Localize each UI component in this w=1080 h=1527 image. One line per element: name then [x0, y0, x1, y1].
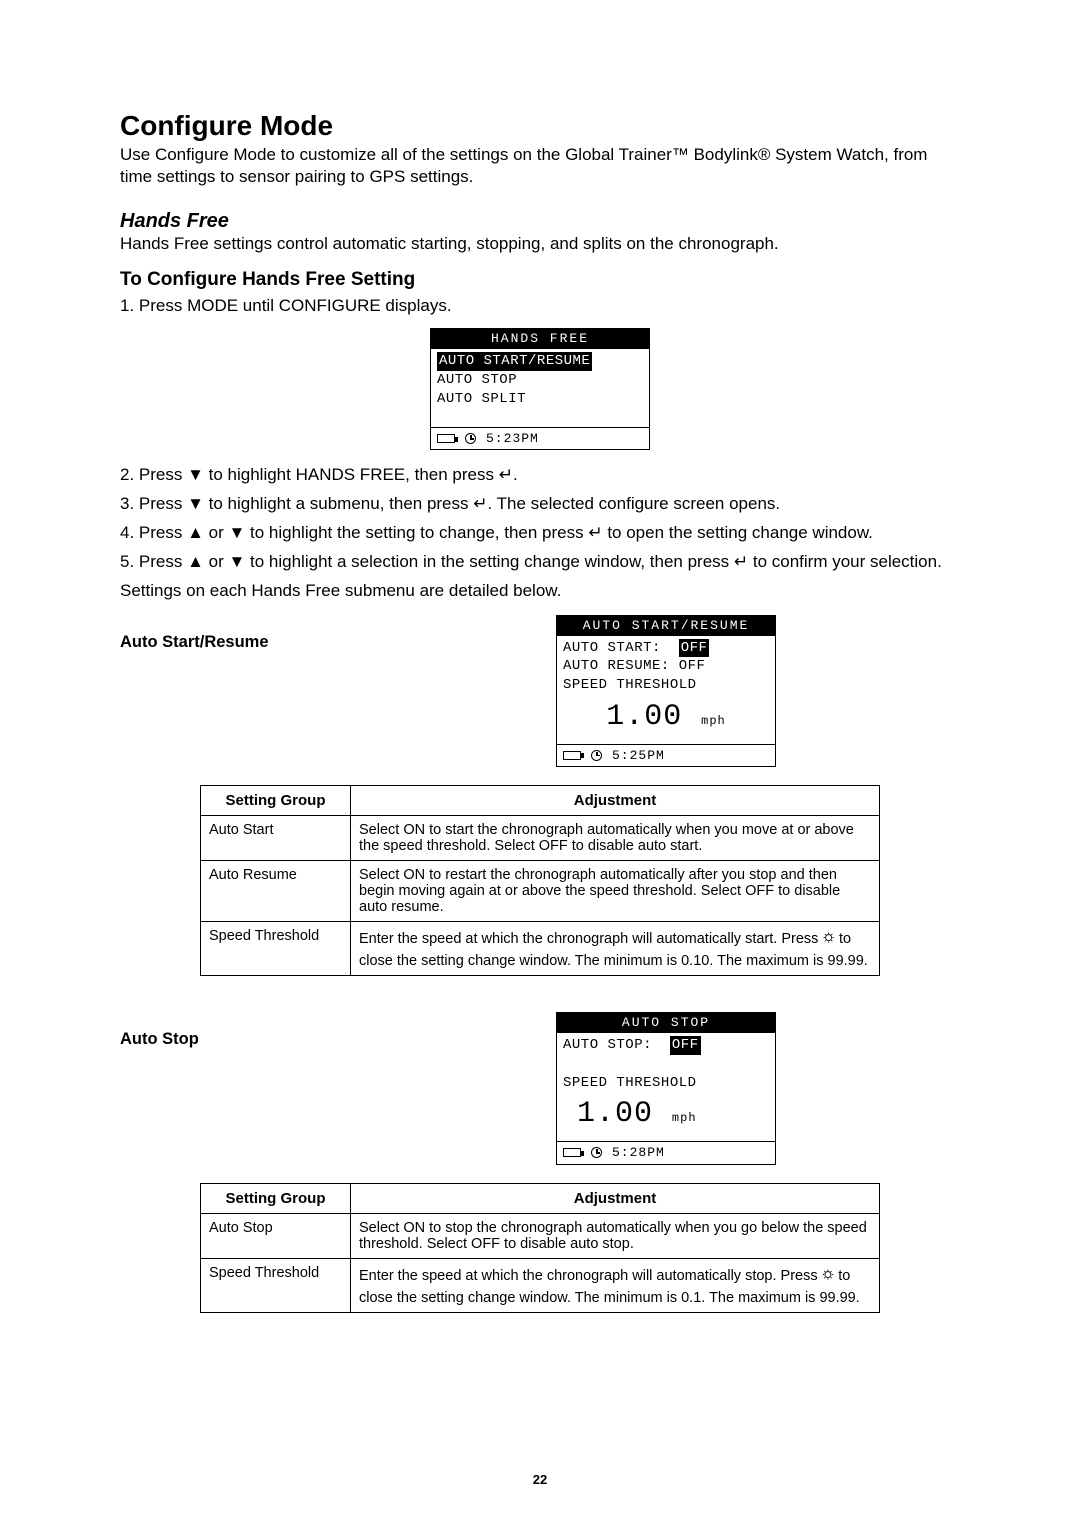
lcd-time: 5:23PM	[486, 430, 539, 448]
lcd-time: 5:25PM	[612, 747, 665, 765]
table-cell: Select ON to start the chronograph autom…	[351, 816, 880, 861]
configure-hands-free-heading: To Configure Hands Free Setting	[120, 269, 960, 291]
table-header: Setting Group	[201, 1183, 351, 1213]
lcd-auto-start-resume: AUTO START/RESUME AUTO START: OFF AUTO R…	[556, 615, 776, 767]
step-5: 5. Press ▲ or ▼ to highlight a selection…	[120, 551, 960, 574]
auto-stop-table: Setting Group Adjustment Auto Stop Selec…	[200, 1183, 880, 1313]
table-cell: Auto Stop	[201, 1213, 351, 1258]
lcd-header: HANDS FREE	[431, 329, 649, 349]
table-cell: Auto Start	[201, 816, 351, 861]
auto-start-resume-label: Auto Start/Resume	[120, 633, 360, 652]
lcd-line: AUTO RESUME: OFF	[563, 657, 769, 676]
auto-stop-label: Auto Stop	[120, 1030, 360, 1049]
lcd-auto-stop: AUTO STOP AUTO STOP: OFF SPEED THRESHOLD…	[556, 1012, 776, 1164]
table-cell: Select ON to stop the chronograph automa…	[351, 1213, 880, 1258]
table-cell: Select ON to restart the chronograph aut…	[351, 861, 880, 922]
lcd-value-highlight: OFF	[670, 1036, 701, 1055]
battery-icon	[563, 751, 581, 760]
step-1: 1. Press MODE until CONFIGURE displays.	[120, 295, 960, 318]
lcd-text: AUTO START:	[563, 640, 679, 656]
table-row: Auto Start Select ON to start the chrono…	[201, 816, 880, 861]
table-row: Auto Stop Select ON to stop the chronogr…	[201, 1213, 880, 1258]
table-cell: Enter the speed at which the chronograph…	[351, 1258, 880, 1312]
table-cell: Enter the speed at which the chronograph…	[351, 922, 880, 976]
intro-text: Use Configure Mode to customize all of t…	[120, 144, 960, 188]
auto-start-resume-table: Setting Group Adjustment Auto Start Sele…	[200, 785, 880, 976]
lcd-big-value: 1.00	[606, 697, 682, 738]
lcd-line: SPEED THRESHOLD	[563, 676, 769, 695]
table-header: Setting Group	[201, 786, 351, 816]
page-number: 22	[0, 1472, 1080, 1487]
settings-detail: Settings on each Hands Free submenu are …	[120, 580, 960, 603]
lcd-big-value: 1.00	[577, 1094, 653, 1135]
lcd-text: AUTO STOP:	[563, 1037, 670, 1053]
lcd-line: AUTO SPLIT	[437, 390, 643, 409]
stopwatch-icon	[465, 433, 476, 444]
table-cell: Speed Threshold	[201, 922, 351, 976]
table-row: Speed Threshold Enter the speed at which…	[201, 922, 880, 976]
table-cell: Auto Resume	[201, 861, 351, 922]
step-2: 2. Press ▼ to highlight HANDS FREE, then…	[120, 464, 960, 487]
lcd-value-highlight: OFF	[679, 639, 710, 658]
lcd-header: AUTO STOP	[557, 1013, 775, 1033]
lcd-header: AUTO START/RESUME	[557, 616, 775, 636]
table-row: Auto Resume Select ON to restart the chr…	[201, 861, 880, 922]
hands-free-heading: Hands Free	[120, 210, 960, 233]
battery-icon	[437, 434, 455, 443]
lcd-hands-free: HANDS FREE AUTO START/RESUME AUTO STOP A…	[430, 328, 650, 450]
table-header: Adjustment	[351, 786, 880, 816]
battery-icon	[563, 1148, 581, 1157]
lcd-time: 5:28PM	[612, 1144, 665, 1162]
stopwatch-icon	[591, 750, 602, 761]
lcd-unit: mph	[701, 713, 726, 729]
lcd-unit: mph	[672, 1110, 697, 1126]
lcd-line: AUTO STOP	[437, 371, 643, 390]
page-title: Configure Mode	[120, 110, 960, 142]
lcd-line-highlight: AUTO START/RESUME	[437, 352, 592, 371]
table-row: Speed Threshold Enter the speed at which…	[201, 1258, 880, 1312]
step-4: 4. Press ▲ or ▼ to highlight the setting…	[120, 522, 960, 545]
step-3: 3. Press ▼ to highlight a submenu, then …	[120, 493, 960, 516]
stopwatch-icon	[591, 1147, 602, 1158]
hands-free-desc: Hands Free settings control automatic st…	[120, 233, 960, 255]
table-header: Adjustment	[351, 1183, 880, 1213]
lcd-line: SPEED THRESHOLD	[563, 1074, 769, 1093]
table-cell: Speed Threshold	[201, 1258, 351, 1312]
